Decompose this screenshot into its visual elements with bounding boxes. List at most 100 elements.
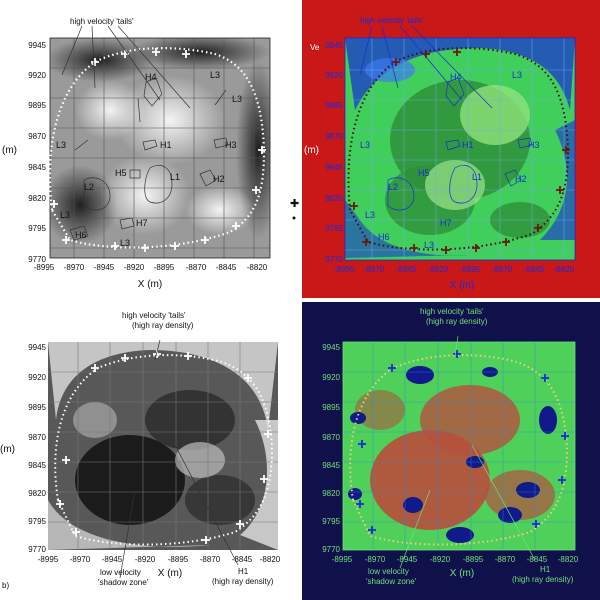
bl-annotation-tails-1: high velocity 'tails' <box>122 311 186 320</box>
bl-y-tick-6: 9795 <box>28 517 46 526</box>
bl-annotation-tails-2: (high ray density) <box>132 321 194 330</box>
tl-outline-h3 <box>213 137 229 149</box>
bl-x-axis-label: X (m) <box>158 568 182 579</box>
bl-annotation-h1-1: H1 <box>238 567 249 576</box>
tr-y-axis-label: (m) <box>304 145 319 156</box>
panel-bottom-left: high velocity 'tails' (high ray density)… <box>0 311 281 590</box>
tl-y-ticks: 9945 9920 9895 9870 9845 9820 9795 9770 <box>28 41 46 264</box>
bl-x-tick-4: -8895 <box>168 555 189 564</box>
tr-label-h3: H3 <box>528 140 540 150</box>
tl-x-tick-5: -8870 <box>186 263 207 272</box>
tr-x-tick-3: -8920 <box>428 265 449 274</box>
bl-x-tick-5: -8870 <box>200 555 221 564</box>
tl-label-h4: H4 <box>145 72 157 82</box>
panel-top-right: high velocity 'tails' Ve H4 H1 H3 H2 H5 … <box>304 16 576 291</box>
tr-label-l3-d: L3 <box>424 240 434 250</box>
tr-label-h1: H1 <box>462 140 474 150</box>
br-annotation-tails-2: (high ray density) <box>426 317 488 326</box>
tr-y-tick-1: 9920 <box>325 71 343 80</box>
bl-y-axis-label: (m) <box>0 444 15 455</box>
tr-y-tick-5: 9820 <box>325 194 343 203</box>
bl-y-tick-4: 9845 <box>28 461 46 470</box>
br-station-markers <box>356 350 569 534</box>
bl-x-tick-7: -8820 <box>260 555 281 564</box>
plus-marker-icon: ✚ <box>290 197 299 210</box>
tl-y-tick-4: 9845 <box>28 163 46 172</box>
bl-grid <box>48 342 278 550</box>
tl-y-tick-3: 9870 <box>28 132 46 141</box>
panel-bottom-right: high velocity 'tails' (high ray density)… <box>322 307 579 586</box>
bl-y-ticks: 9945 9920 9895 9870 9845 9820 9795 9770 <box>28 343 46 554</box>
br-annotation-tails-1: high velocity 'tails' <box>420 307 484 316</box>
bl-annotation-h1-2: (high ray density) <box>212 577 274 586</box>
tr-grid <box>345 38 575 260</box>
tl-label-l3-d: L3 <box>60 210 70 220</box>
br-annotation-h1-2: (high ray density) <box>512 575 574 584</box>
tr-label-h4: H4 <box>450 72 462 82</box>
tr-y-tick-0: 9945 <box>325 41 343 50</box>
bl-x-tick-6: -8845 <box>232 555 253 564</box>
tr-label-h6: H6 <box>378 232 390 242</box>
tl-label-h2: H2 <box>213 174 225 184</box>
bl-y-tick-3: 9870 <box>28 433 46 442</box>
br-y-tick-0: 9945 <box>322 343 340 352</box>
tl-region-labels: H4 H1 H3 H2 H5 L1 L2 H7 H6 L3 L3 L3 L3 L… <box>56 70 242 248</box>
tl-x-tick-0: -8995 <box>34 263 55 272</box>
bl-x-tick-3: -8920 <box>135 555 156 564</box>
br-y-tick-5: 9820 <box>322 489 340 498</box>
br-x-tick-1: -8970 <box>365 555 386 564</box>
bl-y-tick-7: 9770 <box>28 545 46 554</box>
tr-y-tick-4: 9845 <box>325 163 343 172</box>
tl-label-h5: H5 <box>115 168 127 178</box>
bl-x-tick-0: -8995 <box>38 555 59 564</box>
tl-y-tick-1: 9920 <box>28 71 46 80</box>
tr-x-tick-4: -8895 <box>460 265 481 274</box>
tr-label-l3-c: L3 <box>365 210 375 220</box>
tr-label-h7: H7 <box>440 218 452 228</box>
tl-x-tick-1: -8970 <box>64 263 85 272</box>
br-survey-boundary <box>349 354 569 546</box>
tr-label-l1: L1 <box>472 172 482 182</box>
tl-x-ticks: -8995 -8970 -8945 -8920 -8895 -8870 -884… <box>34 263 268 272</box>
tr-side-text: Ve <box>310 43 320 52</box>
tl-outline-l2 <box>83 177 111 211</box>
tr-annotation-arrows <box>359 25 493 109</box>
dot-marker-icon <box>292 216 296 220</box>
tl-x-axis-label: X (m) <box>138 279 162 290</box>
tr-x-ticks: -8995 -8970 -8945 -8920 -8895 -8870 -884… <box>334 265 575 274</box>
tl-label-h3: H3 <box>225 140 237 150</box>
br-x-tick-4: -8895 <box>463 555 484 564</box>
bl-y-tick-1: 9920 <box>28 373 46 382</box>
br-x-tick-7: -8820 <box>558 555 579 564</box>
tl-label-l3-b: L3 <box>232 94 242 104</box>
br-annotation-arrows <box>399 335 536 569</box>
tr-station-markers <box>350 48 570 254</box>
tr-y-tick-7: 9770 <box>325 255 343 264</box>
bl-side-text: b) <box>2 581 9 590</box>
tl-annotation-tails: high velocity 'tails' <box>70 17 134 26</box>
tr-label-l3-b: L3 <box>360 140 370 150</box>
br-grid <box>343 342 575 550</box>
panel-top-left: high velocity 'tails' H4 H1 H3 H2 H5 L1 … <box>2 17 271 290</box>
br-plot-frame <box>342 341 576 551</box>
br-y-tick-6: 9795 <box>322 517 340 526</box>
tl-x-tick-7: -8820 <box>247 263 268 272</box>
tl-y-tick-5: 9820 <box>28 194 46 203</box>
br-y-tick-7: 9770 <box>322 545 340 554</box>
br-x-tick-6: -8845 <box>527 555 548 564</box>
tl-x-tick-3: -8920 <box>124 263 145 272</box>
tl-label-l1: L1 <box>170 172 180 182</box>
tr-y-tick-6: 9795 <box>325 224 343 233</box>
br-x-tick-5: -8870 <box>495 555 516 564</box>
bl-annotation-arrows <box>119 339 239 579</box>
tr-region-labels: H4 H1 H3 H2 H5 L1 L2 H7 H6 L3 L3 L3 L3 <box>360 70 540 250</box>
tr-y-tick-3: 9870 <box>325 132 343 141</box>
tl-x-tick-2: -8945 <box>94 263 115 272</box>
tl-outline-h6 <box>69 225 89 241</box>
tl-outline-h4 <box>143 77 163 107</box>
tr-x-tick-6: -8845 <box>524 265 545 274</box>
tr-label-h5: H5 <box>418 168 430 178</box>
br-y-ticks: 9945 9920 9895 9870 9845 9820 9795 9770 <box>322 343 340 554</box>
tl-label-h1: H1 <box>160 140 172 150</box>
tl-station-markers <box>50 48 266 252</box>
